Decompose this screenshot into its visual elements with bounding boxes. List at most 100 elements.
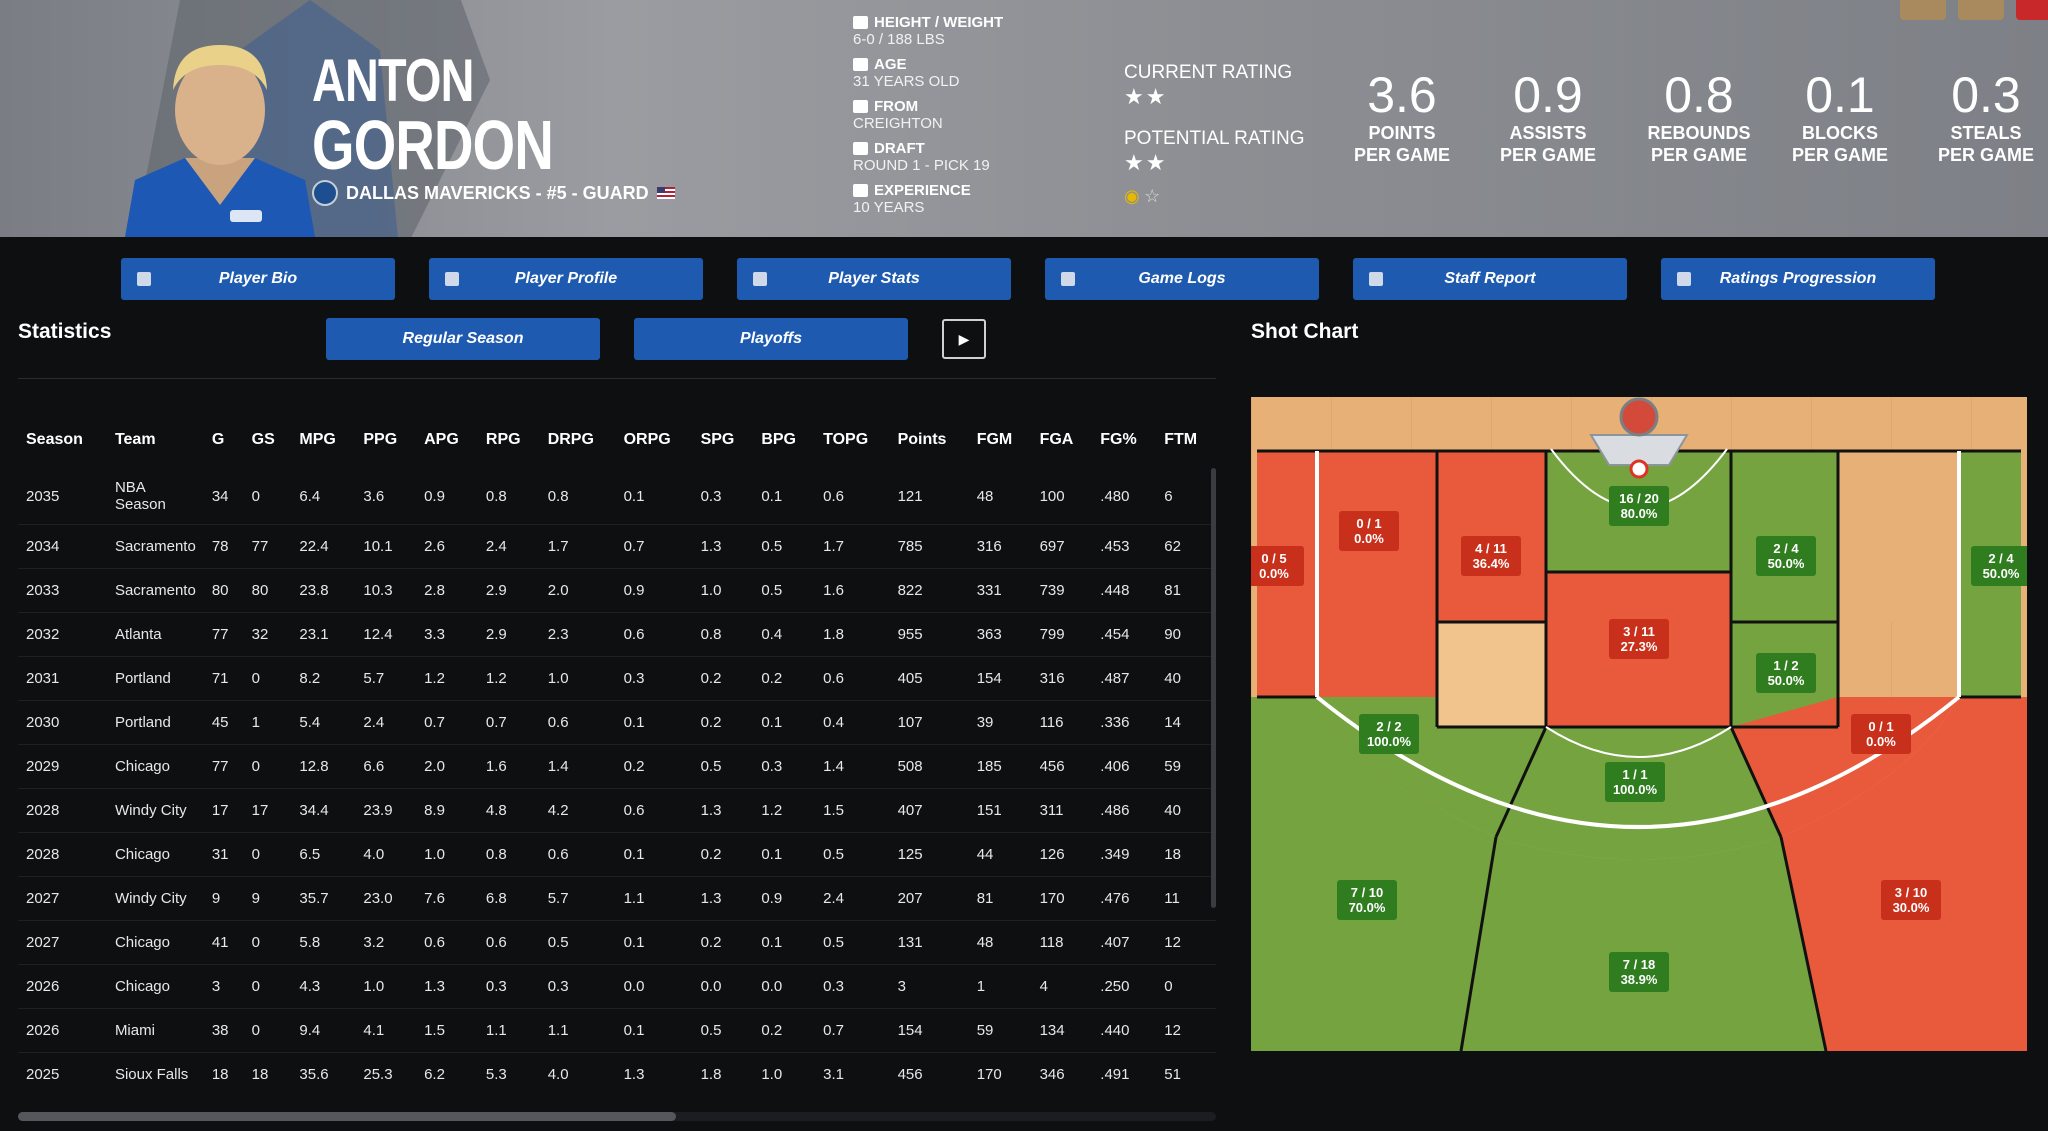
zone-free-throw-left xyxy=(1437,622,1546,727)
steals-per-game: 0.3 STEALS PER GAME xyxy=(1916,68,2048,166)
vertical-scrollbar[interactable] xyxy=(1211,468,1216,908)
stat-caption: REBOUNDS xyxy=(1647,123,1751,143)
table-cell: 4.3 xyxy=(291,964,356,1009)
blocks-per-game: 0.1 BLOCKS PER GAME xyxy=(1770,68,1910,166)
table-cell: 0.5 xyxy=(692,744,754,789)
table-cell: 77 xyxy=(203,744,244,789)
tab-regular-season[interactable]: Regular Season xyxy=(326,318,600,360)
column-header[interactable]: TOPG xyxy=(823,431,869,448)
column-header[interactable]: SPG xyxy=(700,431,735,448)
table-row[interactable]: 2025 Sioux Falls 18 18 35.6 25.3 6.2 5.3 4.0 1.3 1… xyxy=(18,1052,1216,1096)
tab-game-logs[interactable]: Game Logs xyxy=(1045,258,1319,300)
table-cell: .406 xyxy=(1092,744,1157,789)
table-row[interactable]: 2033 Sacramento 80 80 23.8 10.3 2.8 2.9 2.0 0.9 1.… xyxy=(18,568,1216,613)
table-row[interactable]: 2027 Windy City 9 9 35.7 23.0 7.6 6.8 5.7 1.1 1.3 0… xyxy=(18,876,1216,921)
table-cell: 2025 xyxy=(18,1052,107,1096)
column-header[interactable]: RPG xyxy=(485,431,521,448)
column-header[interactable]: MPG xyxy=(299,431,336,448)
column-header[interactable]: APG xyxy=(424,431,459,448)
horizontal-scrollbar[interactable] xyxy=(18,1112,676,1121)
table-cell: 1 xyxy=(968,964,1032,1009)
table-cell: 2.4 xyxy=(477,524,540,569)
zone-label-left-corner: 0 / 50.0% xyxy=(1251,546,1304,586)
table-row[interactable]: 2026 Miami 38 0 9.4 4.1 1.5 1.1 1.1 0.1 0.5 0.2 0.7 1… xyxy=(18,1008,1216,1053)
table-cell: 6.6 xyxy=(355,744,417,789)
zone-label-text: 100.0% xyxy=(1613,782,1658,797)
table-row[interactable]: 2028 Chicago 31 0 6.5 4.0 1.0 0.8 0.6 0.1 0.2 0.1 0.… xyxy=(18,832,1216,877)
table-cell: 17 xyxy=(243,788,292,833)
table-cell: 62 xyxy=(1156,524,1216,569)
table-cell: 0.3 xyxy=(539,964,616,1009)
favorite-star-icon[interactable]: ☆ xyxy=(1144,186,1161,206)
table-cell: 0.9 xyxy=(416,468,478,525)
next-player-button[interactable] xyxy=(1958,0,2004,20)
table-row[interactable]: 2031 Portland 71 0 8.2 5.7 1.2 1.2 1.0 0.3 0.2 0.2 0… xyxy=(18,656,1216,701)
column-header[interactable]: BPG xyxy=(761,431,796,448)
team-line-text: DALLAS MAVERICKS - #5 - GUARD xyxy=(346,182,649,203)
column-header[interactable]: PPG xyxy=(363,431,398,448)
column-header[interactable]: FGA xyxy=(1039,431,1074,448)
table-cell: 1.7 xyxy=(539,524,616,569)
table-cell: 0.1 xyxy=(615,920,693,965)
table-row[interactable]: 2035 NBA Season 34 0 6.4 3.6 0.9 0.8 0.8 0.1 0.3 0.… xyxy=(18,468,1216,525)
table-cell: .487 xyxy=(1092,656,1157,701)
table-cell: 3.1 xyxy=(815,1052,890,1096)
table-row[interactable]: 2028 Windy City 17 17 34.4 23.9 8.9 4.8 4.2 0.6 1.… xyxy=(18,788,1216,833)
tab-player-stats[interactable]: Player Stats xyxy=(737,258,1011,300)
table-cell: 331 xyxy=(968,568,1032,613)
zone-label-text: 36.4% xyxy=(1473,556,1510,571)
column-header[interactable]: Season xyxy=(26,431,83,448)
column-header[interactable]: DRPG xyxy=(547,431,594,448)
stat-value: 0.3 xyxy=(1951,67,2021,123)
stat-value: 0.9 xyxy=(1513,67,1583,123)
table-cell: 45 xyxy=(203,700,244,745)
table-cell: .491 xyxy=(1092,1052,1157,1096)
column-header[interactable]: Team xyxy=(114,431,156,448)
column-header[interactable]: FG% xyxy=(1100,431,1137,448)
zone-label-text: 80.0% xyxy=(1621,506,1658,521)
table-cell: Windy City xyxy=(106,788,204,833)
zone-label-text: 100.0% xyxy=(1367,734,1412,749)
table-cell: 0.1 xyxy=(615,700,693,745)
player-first-name: ANTON xyxy=(312,47,474,114)
table-cell: 1.5 xyxy=(416,1008,478,1053)
tab-playoffs[interactable]: Playoffs xyxy=(634,318,908,360)
table-row[interactable]: 2029 Chicago 77 0 12.8 6.6 2.0 1.6 1.4 0.2 0.5 0.3 1… xyxy=(18,744,1216,789)
zone-label-box xyxy=(1337,880,1397,920)
column-header[interactable]: ORPG xyxy=(623,431,671,448)
table-cell: 1.8 xyxy=(815,612,890,657)
table-row[interactable]: 2032 Atlanta 77 32 23.1 12.4 3.3 2.9 2.3 0.6 0.8 0.… xyxy=(18,612,1216,657)
table-cell: 2027 xyxy=(18,876,107,921)
table-cell: Chicago xyxy=(106,920,204,965)
table-cell: Miami xyxy=(106,1008,204,1053)
column-header[interactable]: Points xyxy=(897,431,947,448)
table-cell: 1.2 xyxy=(753,788,816,833)
table-cell: 0.0 xyxy=(753,964,816,1009)
medal-icon[interactable]: ◉ xyxy=(1124,186,1140,206)
table-row[interactable]: 2026 Chicago 3 0 4.3 1.0 1.3 0.3 0.3 0.0 0.0 0.0 0.3… xyxy=(18,964,1216,1009)
column-header[interactable]: G xyxy=(211,431,225,448)
table-cell: Sacramento xyxy=(106,568,204,613)
table-cell: 2.4 xyxy=(815,876,890,921)
column-header[interactable]: GS xyxy=(251,431,275,448)
tab-ratings-progression[interactable]: Ratings Progression xyxy=(1661,258,1935,300)
table-row[interactable]: 2030 Portland 45 1 5.4 2.4 0.7 0.7 0.6 0.1 0.2 0.1 0… xyxy=(18,700,1216,745)
table-row[interactable]: 2034 Sacramento 78 77 22.4 10.1 2.6 2.4 1.7 0.7 1.… xyxy=(18,524,1216,569)
column-header[interactable]: FTM xyxy=(1164,431,1198,448)
tab-staff-report[interactable]: Staff Report xyxy=(1353,258,1627,300)
table-cell: 4 xyxy=(1031,964,1093,1009)
tab-player-bio[interactable]: Player Bio xyxy=(121,258,395,300)
zone-label-text: 50.0% xyxy=(1768,673,1805,688)
zone-label-box xyxy=(1756,653,1816,693)
table-cell: 0 xyxy=(243,964,292,1009)
table-cell: 170 xyxy=(968,1052,1032,1096)
toggle-view-button[interactable]: ▶ xyxy=(942,319,986,359)
line-chart-icon xyxy=(1677,272,1691,286)
column-header[interactable]: FGM xyxy=(976,431,1013,448)
table-cell: 1.1 xyxy=(539,1008,616,1053)
close-button[interactable] xyxy=(2016,0,2048,20)
table-row[interactable]: 2027 Chicago 41 0 5.8 3.2 0.6 0.6 0.5 0.1 0.2 0.1 0.… xyxy=(18,920,1216,965)
tab-player-profile[interactable]: Player Profile xyxy=(429,258,703,300)
table-cell: 316 xyxy=(1031,656,1093,701)
prev-player-button[interactable] xyxy=(1900,0,1946,20)
